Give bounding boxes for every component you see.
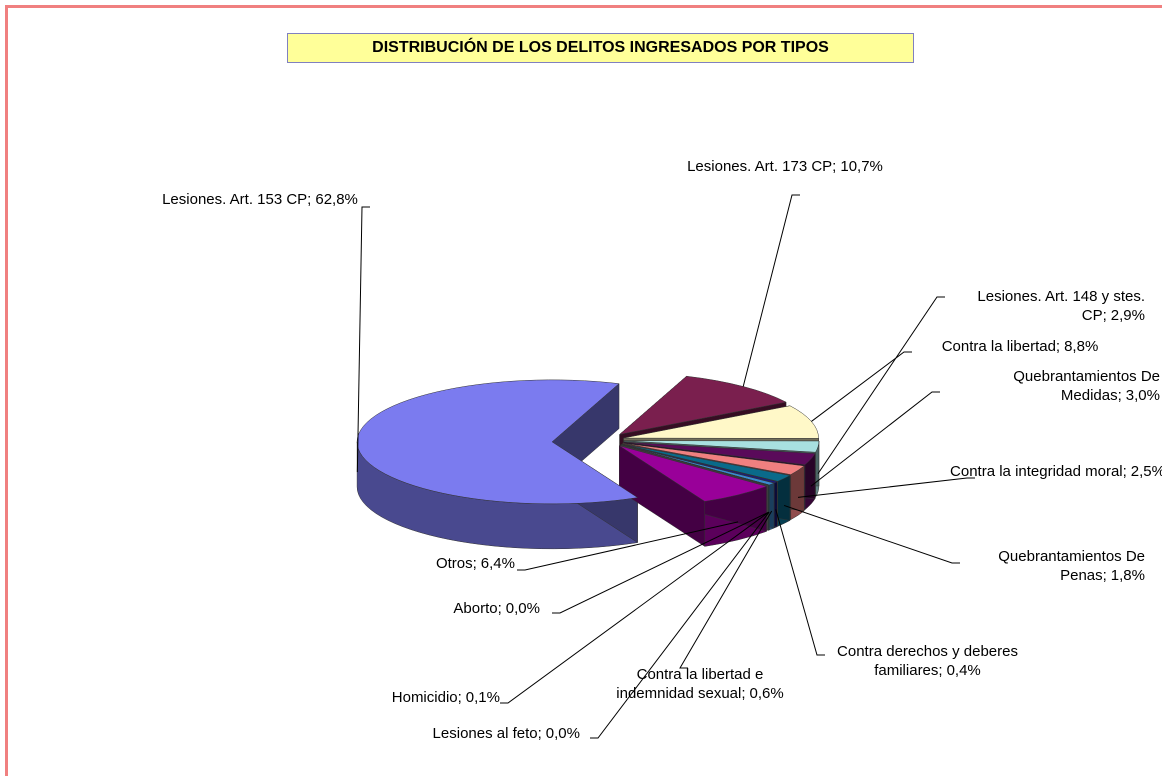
chart-title: DISTRIBUCIÓN DE LOS DELITOS INGRESADOS P…	[287, 33, 914, 63]
value-label: 2,5%	[1130, 463, 1162, 480]
leader-line	[797, 477, 975, 498]
value-label: 3,0%	[1125, 387, 1160, 404]
value-label: 62,8%	[315, 191, 358, 208]
leader-line	[500, 511, 770, 704]
frame	[5, 5, 1162, 776]
slice-label: Quebrantamientos De Medidas; 3,0%	[930, 367, 1160, 405]
leader-line	[590, 511, 770, 739]
leader-line	[552, 511, 769, 614]
category-label: Aborto;	[453, 600, 502, 617]
value-label: 8,8%	[1064, 338, 1099, 355]
leader-line	[811, 351, 912, 422]
leader-line	[775, 509, 825, 656]
value-label: 6,4%	[480, 555, 515, 572]
slice-label: Quebrantamientos De Penas; 1,8%	[915, 547, 1145, 585]
slice	[621, 443, 791, 482]
slice-label: Lesiones. Art. 148 y stes. CP; 2,9%	[945, 287, 1145, 325]
leader-line	[810, 391, 940, 487]
slice-label: Aborto; 0,0%	[360, 599, 540, 618]
value-label: 0,4%	[946, 662, 981, 679]
slice-label: Lesiones. Art. 153 CP; 62,8%	[150, 190, 370, 209]
slice-label: Homicidio; 0,1%	[320, 688, 500, 707]
leader-line	[517, 521, 739, 571]
slice	[619, 445, 768, 502]
category-label: Contra la libertad;	[941, 338, 1061, 355]
value-label: 2,9%	[1110, 307, 1145, 324]
slice-label: Contra la libertad; 8,8%	[925, 337, 1115, 356]
category-label: Lesiones. Art. 173 CP;	[687, 158, 837, 175]
slice	[623, 441, 816, 466]
slice-label: Otros; 6,4%	[340, 554, 515, 573]
value-label: 1,8%	[1110, 567, 1145, 584]
category-label: Contra la libertad e indemnidad sexual;	[616, 666, 764, 702]
value-label: 0,0%	[545, 725, 580, 742]
slice	[622, 442, 805, 475]
leader-line	[817, 296, 945, 474]
category-label: Otros;	[435, 555, 477, 572]
slice	[623, 440, 820, 453]
slice-label: Contra la libertad e indemnidad sexual; 0…	[600, 665, 800, 703]
category-label: Quebrantamientos De Medidas;	[1013, 368, 1160, 404]
category-label: Lesiones al feto;	[432, 725, 542, 742]
value-label: 0,6%	[749, 685, 784, 702]
leader-line	[742, 194, 800, 387]
slice-label: Contra derechos y deberes familiares; 0,4…	[800, 642, 1055, 680]
category-label: Lesiones. Art. 153 CP;	[162, 191, 312, 208]
leader-line	[783, 504, 960, 564]
category-label: Contra derechos y deberes familiares;	[837, 643, 1018, 679]
category-label: Quebrantamientos De Penas;	[998, 548, 1145, 584]
category-label: Homicidio;	[391, 689, 462, 706]
leader-line	[679, 510, 773, 669]
value-label: 0,1%	[465, 689, 500, 706]
slice-label: Contra la integridad moral; 2,5%	[920, 462, 1162, 481]
slice-label: Lesiones al feto; 0,0%	[350, 724, 580, 743]
leader-line	[356, 206, 370, 473]
slice-label: Lesiones. Art. 173 CP; 10,7%	[680, 157, 890, 176]
category-label: Contra la integridad moral;	[950, 463, 1127, 480]
value-label: 0,0%	[505, 600, 540, 617]
value-label: 10,7%	[840, 158, 883, 175]
category-label: Lesiones. Art. 148 y stes. CP;	[977, 288, 1145, 324]
